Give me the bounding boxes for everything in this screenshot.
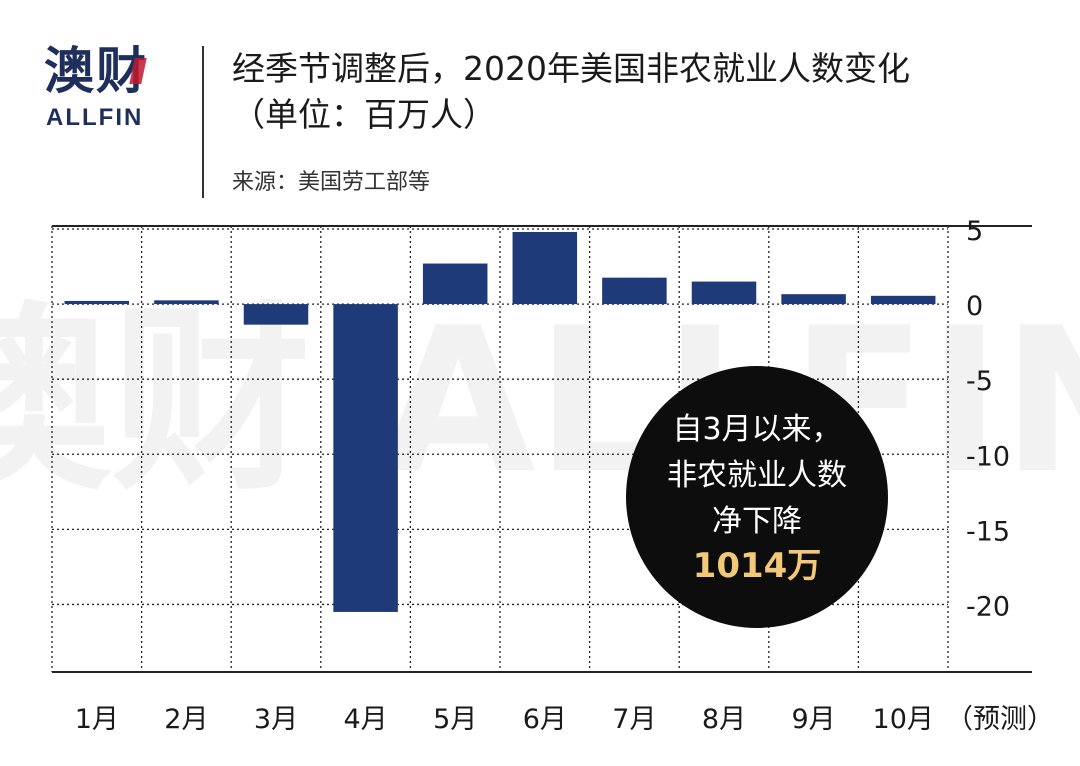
callout-line3: 净下降 [712,504,802,539]
bar-9 [781,294,846,305]
bar-6 [512,232,578,305]
callout-line2: 非农就业人数 [667,458,847,493]
logo-english-text: ALLFIN [46,104,144,131]
bar-3 [243,304,309,325]
x-tick-label: 6月 [523,704,567,735]
x-tick-label: 4月 [344,704,388,735]
callout-line1: 自3月以来， [672,412,842,447]
chart-title: 经季节调整后，2020年美国非农就业人数变化 （单位：百万人） [232,46,1032,138]
header-divider [202,46,204,198]
chart-source: 来源：美国劳工部等 [232,170,431,195]
x-forecast-label: （预测） [946,704,1054,735]
x-tick-label: 7月 [612,704,656,735]
watermark-text: 澳财 ALLFIN [0,285,1080,518]
y-tick-label: 5 [966,216,983,247]
bar-8 [691,281,757,305]
callout-value: 1014万 [692,546,822,586]
y-tick-label: -15 [966,516,1010,547]
x-tick-label: 3月 [254,704,298,735]
logo-chinese-text: 澳财 [44,42,148,100]
x-tick-label: 10月 [873,704,934,735]
y-tick-label: -20 [966,591,1010,622]
bar-5 [422,263,488,305]
x-tick-label: 9月 [792,704,836,735]
y-tick-label: -10 [966,441,1010,472]
chart-title-line1: 经季节调整后，2020年美国非农就业人数变化 [232,49,910,88]
x-tick-label: 2月 [164,704,208,735]
y-tick-label: 0 [966,291,983,322]
summary-callout: 自3月以来， 非农就业人数 净下降 1014万 [626,366,888,628]
x-tick-label: 8月 [702,704,746,735]
chart-title-line2: （单位：百万人） [232,95,496,134]
bar-10 [870,295,936,305]
bar-1 [64,300,130,305]
x-tick-label: 5月 [433,704,477,735]
x-tick-label: 1月 [75,704,119,735]
y-tick-label: -5 [966,366,993,397]
bar-4 [333,304,398,612]
bar-7 [602,277,667,305]
bar-2 [154,300,219,305]
